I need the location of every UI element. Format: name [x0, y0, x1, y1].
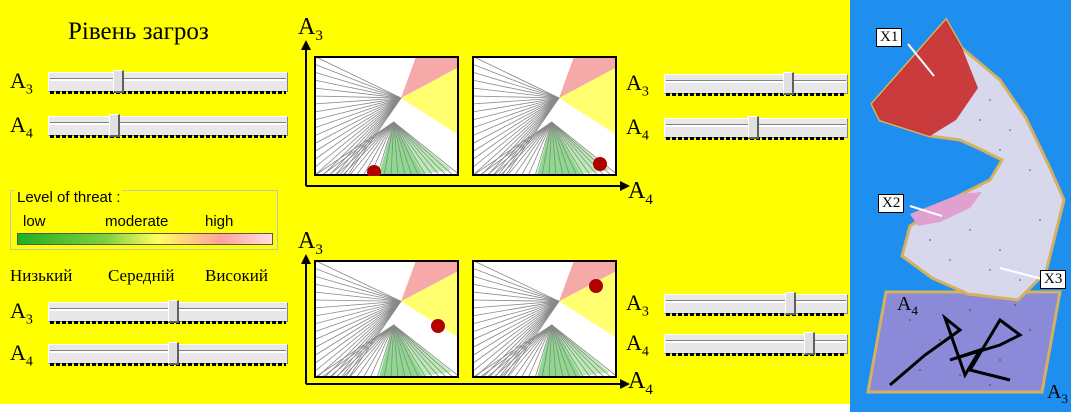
- legend-low: low: [23, 213, 46, 230]
- slider-thumb[interactable]: [747, 116, 759, 139]
- slider-ticks: [666, 93, 846, 96]
- threat-legend: Level of threat : low moderate high: [10, 189, 278, 250]
- slider-thumb[interactable]: [167, 300, 179, 323]
- slider-line: [50, 78, 286, 81]
- slider-thumb[interactable]: [785, 292, 796, 315]
- label-a3: A3: [1047, 381, 1068, 406]
- slider-thumb[interactable]: [783, 72, 795, 95]
- surface-visualization: [866, 17, 1066, 394]
- level-high-ua: Високий: [205, 266, 268, 285]
- threat-map-bottom-1: [314, 260, 459, 378]
- slider-thumb[interactable]: [113, 70, 125, 93]
- slider-a4-top-left[interactable]: A4: [10, 112, 288, 142]
- slider-label: A4: [10, 112, 33, 142]
- axes-top: [301, 40, 630, 191]
- slider-ticks: [666, 313, 846, 316]
- slider-a3-bottom-left[interactable]: A3: [10, 298, 288, 328]
- slider-label: A4: [10, 340, 33, 370]
- slider-line: [50, 122, 286, 125]
- slider-thumb[interactable]: [108, 114, 120, 137]
- slider-thumb[interactable]: [803, 332, 815, 355]
- slider-ticks: [50, 135, 286, 138]
- slider-label: A3: [10, 298, 33, 328]
- label-a4: A4: [897, 293, 918, 318]
- label-x2: X2: [878, 194, 905, 213]
- slider-track[interactable]: [664, 74, 848, 94]
- slider-label: A4: [626, 114, 649, 144]
- axis-label-a4-top: A4: [628, 178, 653, 208]
- slider-thumb[interactable]: [167, 342, 179, 365]
- slider-label: A4: [626, 330, 649, 360]
- label-x3: X3: [1040, 270, 1067, 289]
- legend-title: Level of threat :: [15, 189, 123, 206]
- axis-label-a4-bottom: A4: [628, 368, 653, 398]
- slider-a4-bottom-left[interactable]: A4: [10, 340, 288, 370]
- threat-map-bottom-2: [472, 260, 617, 378]
- legend-high: high: [205, 213, 234, 230]
- slider-a3-top-right[interactable]: A3: [626, 70, 848, 100]
- slider-line: [666, 340, 846, 343]
- slider-line: [666, 80, 846, 83]
- slider-label: A3: [626, 70, 649, 100]
- slider-label: A3: [10, 68, 33, 98]
- slider-track[interactable]: [664, 334, 848, 354]
- level-medium-ua: Середній: [108, 266, 175, 285]
- legend-moderate: moderate: [105, 213, 169, 230]
- slider-a4-top-right[interactable]: A4: [626, 114, 848, 144]
- slider-a3-bottom-right[interactable]: A3: [626, 290, 848, 320]
- surface-panel: X1 X2 X3 A4 A3: [850, 0, 1071, 412]
- threat-map-top-1: [314, 56, 459, 176]
- threat-map-top-2: [472, 56, 617, 176]
- slider-a3-top-left[interactable]: A3: [10, 68, 288, 98]
- slider-track[interactable]: [664, 294, 848, 314]
- slider-a4-bottom-right[interactable]: A4: [626, 330, 848, 360]
- level-low-ua: Низький: [10, 266, 73, 285]
- slider-track[interactable]: [48, 72, 288, 92]
- slider-label: A3: [626, 290, 649, 320]
- axes-bottom: [301, 254, 630, 389]
- threat-gradient-bar: [17, 233, 273, 245]
- axis-label-a3-bottom: A3: [298, 228, 323, 258]
- slider-line: [666, 300, 846, 303]
- slider-track[interactable]: [48, 116, 288, 136]
- page-title: Рівень загроз: [68, 18, 209, 45]
- slider-ticks: [50, 91, 286, 94]
- slider-ticks: [666, 353, 846, 356]
- axis-label-a3-top: A3: [298, 14, 323, 44]
- label-x1: X1: [876, 28, 903, 47]
